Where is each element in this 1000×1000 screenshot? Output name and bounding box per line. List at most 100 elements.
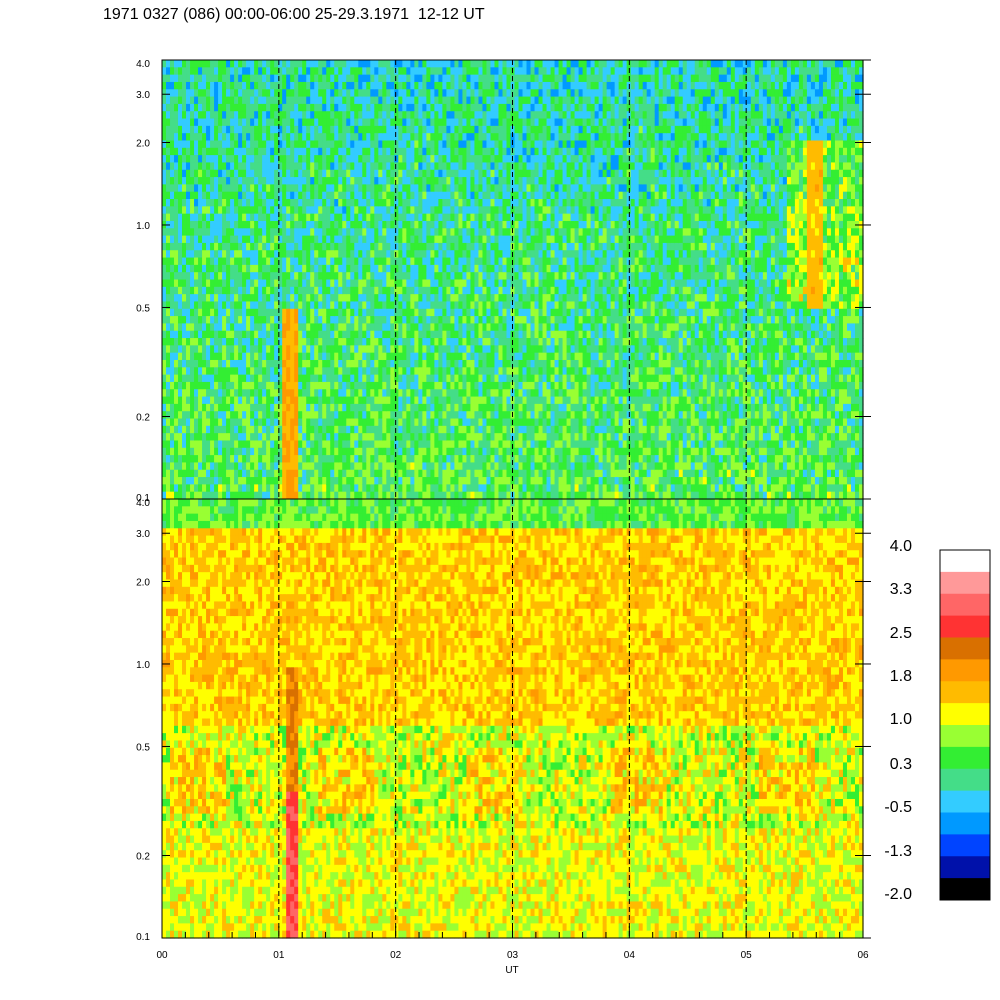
heatmap-cell [390, 433, 395, 442]
heatmap-cell [218, 338, 223, 346]
heatmap-cell [234, 272, 239, 281]
heatmap-cell [322, 235, 327, 244]
heatmap-cell [170, 191, 175, 200]
heatmap-cell [350, 455, 355, 464]
heatmap-cell [310, 425, 315, 434]
heatmap-cell [370, 74, 375, 83]
heatmap-cell [266, 477, 271, 485]
heatmap-cell [394, 184, 399, 193]
heatmap-cell [418, 308, 423, 317]
heatmap-cell [362, 338, 367, 346]
heatmap-cell [198, 330, 203, 339]
heatmap-cell [306, 462, 311, 471]
heatmap-cell [322, 477, 327, 485]
heatmap-cell [230, 447, 235, 456]
heatmap-cell [398, 477, 403, 485]
heatmap-cell [266, 374, 271, 383]
heatmap-cell [238, 352, 243, 361]
heatmap-cell [318, 257, 323, 266]
heatmap-cell [486, 162, 492, 171]
heatmap-cell [422, 301, 427, 310]
heatmap-cell [398, 433, 403, 442]
heatmap-cell [318, 425, 323, 434]
heatmap-cell [178, 111, 183, 120]
heatmap-cell [270, 103, 275, 112]
heatmap-cell [178, 447, 183, 456]
heatmap-cell [166, 264, 171, 273]
heatmap-cell [434, 60, 439, 68]
heatmap-cell [178, 294, 183, 303]
heatmap-cell [238, 89, 243, 98]
heatmap-cell [350, 96, 355, 105]
heatmap-cell [290, 272, 295, 281]
heatmap-cell [254, 491, 259, 500]
heatmap-cell [478, 213, 484, 222]
heatmap-cell [326, 440, 331, 449]
heatmap-cell [298, 220, 303, 229]
heatmap-cell [294, 455, 299, 464]
heatmap-cell [318, 345, 323, 354]
heatmap-cell [446, 162, 452, 171]
heatmap-cell [298, 191, 303, 200]
heatmap-cell [226, 389, 231, 398]
heatmap-cell [218, 330, 223, 339]
heatmap-cell [394, 286, 399, 295]
heatmap-cell [262, 206, 267, 215]
heatmap-cell [482, 242, 488, 251]
heatmap-cell [406, 60, 411, 68]
heatmap-cell [162, 411, 167, 420]
heatmap-cell [254, 338, 259, 346]
heatmap-cell [342, 323, 347, 332]
heatmap-cell [282, 411, 287, 420]
heatmap-cell [486, 147, 492, 156]
heatmap-cell [426, 491, 431, 500]
heatmap-cell [270, 257, 275, 266]
heatmap-cell [250, 96, 255, 105]
heatmap-cell [230, 177, 235, 185]
heatmap-cell [402, 103, 407, 112]
heatmap-cell [258, 491, 263, 500]
heatmap-cell [346, 206, 351, 215]
heatmap-cell [422, 96, 427, 105]
heatmap-cell [166, 381, 171, 390]
heatmap-cell [374, 250, 379, 259]
heatmap-cell [398, 177, 403, 185]
heatmap-cell [362, 403, 367, 412]
heatmap-cell [338, 177, 343, 185]
heatmap-cell [374, 147, 379, 156]
heatmap-cell [462, 396, 468, 405]
heatmap-cell [326, 264, 331, 273]
heatmap-cell [334, 125, 339, 134]
heatmap-cell [190, 381, 195, 390]
heatmap-cell [330, 477, 335, 485]
heatmap-cell [274, 133, 279, 142]
heatmap-cell [246, 411, 251, 420]
heatmap-cell [426, 199, 431, 207]
heatmap-cell [450, 484, 456, 493]
heatmap-cell [450, 81, 456, 90]
heatmap-cell [342, 272, 347, 281]
heatmap-cell [242, 133, 247, 142]
heatmap-cell [410, 403, 415, 412]
heatmap-cell [390, 250, 395, 259]
heatmap-cell [378, 491, 383, 500]
heatmap-cell [210, 352, 215, 361]
heatmap-cell [318, 447, 323, 456]
heatmap-cell [386, 425, 391, 434]
heatmap-cell [446, 272, 452, 281]
heatmap-cell [342, 330, 347, 339]
heatmap-cell [422, 359, 427, 368]
heatmap-cell [338, 140, 343, 149]
heatmap-cell [458, 462, 464, 471]
heatmap-cell [314, 294, 319, 303]
heatmap-cell [326, 352, 331, 361]
heatmap-cell [426, 418, 431, 427]
heatmap-cell [394, 67, 399, 76]
heatmap-cell [230, 162, 235, 171]
heatmap-cell [466, 250, 472, 259]
heatmap-cell [322, 294, 327, 303]
heatmap-cell [454, 74, 460, 83]
heatmap-cell [478, 403, 484, 412]
heatmap-cell [450, 199, 456, 207]
heatmap-cell [306, 103, 311, 112]
